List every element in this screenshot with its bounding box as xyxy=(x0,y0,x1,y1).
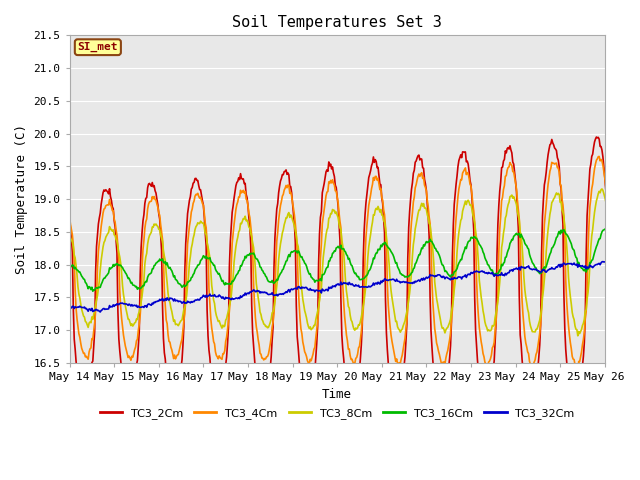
Line: TC3_2Cm: TC3_2Cm xyxy=(70,137,605,406)
TC3_4Cm xyxy=(602,183,609,189)
TC3_16Cm xyxy=(415,252,423,258)
TC3_8Cm xyxy=(598,186,606,192)
TC3_4Cm xyxy=(342,332,350,338)
TC3_16Cm xyxy=(602,226,609,232)
TC3_16Cm xyxy=(66,264,74,269)
TC3_8Cm xyxy=(444,324,452,330)
TC3_32Cm xyxy=(97,309,104,315)
TC3_2Cm xyxy=(414,153,422,159)
TC3_32Cm xyxy=(445,276,452,281)
TC3_32Cm xyxy=(602,259,609,264)
TC3_8Cm xyxy=(222,317,230,323)
TC3_16Cm xyxy=(344,253,351,259)
Line: TC3_4Cm: TC3_4Cm xyxy=(70,156,605,369)
TC3_2Cm xyxy=(222,362,230,368)
Line: TC3_16Cm: TC3_16Cm xyxy=(70,229,605,291)
TC3_32Cm xyxy=(344,280,351,286)
TC3_16Cm xyxy=(407,272,415,277)
Y-axis label: Soil Temperature (C): Soil Temperature (C) xyxy=(15,124,28,274)
TC3_32Cm xyxy=(407,280,415,286)
TC3_8Cm xyxy=(406,290,413,296)
Legend: TC3_2Cm, TC3_4Cm, TC3_8Cm, TC3_16Cm, TC3_32Cm: TC3_2Cm, TC3_4Cm, TC3_8Cm, TC3_16Cm, TC3… xyxy=(95,403,579,423)
Line: TC3_8Cm: TC3_8Cm xyxy=(70,189,605,336)
TC3_2Cm xyxy=(406,209,413,215)
TC3_32Cm xyxy=(415,277,423,283)
TC3_32Cm xyxy=(599,259,607,264)
Line: TC3_32Cm: TC3_32Cm xyxy=(70,262,605,312)
TC3_2Cm xyxy=(602,186,609,192)
TC3_2Cm xyxy=(155,211,163,216)
TC3_4Cm xyxy=(406,252,413,258)
TC3_4Cm xyxy=(222,338,230,344)
TC3_8Cm xyxy=(574,333,582,339)
TC3_32Cm xyxy=(66,305,74,311)
Title: Soil Temperatures Set 3: Soil Temperatures Set 3 xyxy=(232,15,442,30)
TC3_32Cm xyxy=(223,295,230,301)
TC3_2Cm xyxy=(66,215,74,221)
TC3_2Cm xyxy=(571,403,579,408)
TC3_4Cm xyxy=(66,214,74,220)
TC3_4Cm xyxy=(414,174,422,180)
TC3_4Cm xyxy=(574,366,582,372)
TC3_4Cm xyxy=(595,154,603,159)
TC3_4Cm xyxy=(155,210,163,216)
TC3_16Cm xyxy=(89,288,97,294)
TC3_8Cm xyxy=(155,227,163,232)
TC3_16Cm xyxy=(445,272,452,278)
TC3_4Cm xyxy=(444,348,452,353)
TC3_16Cm xyxy=(223,281,230,287)
TC3_8Cm xyxy=(602,198,609,204)
TC3_32Cm xyxy=(156,297,164,302)
TC3_8Cm xyxy=(66,231,74,237)
TC3_2Cm xyxy=(593,134,600,140)
Text: SI_met: SI_met xyxy=(77,42,118,52)
TC3_2Cm xyxy=(342,383,350,388)
TC3_2Cm xyxy=(444,373,452,379)
TC3_16Cm xyxy=(156,256,164,262)
TC3_8Cm xyxy=(414,211,422,216)
TC3_8Cm xyxy=(342,288,350,294)
X-axis label: Time: Time xyxy=(322,388,352,401)
